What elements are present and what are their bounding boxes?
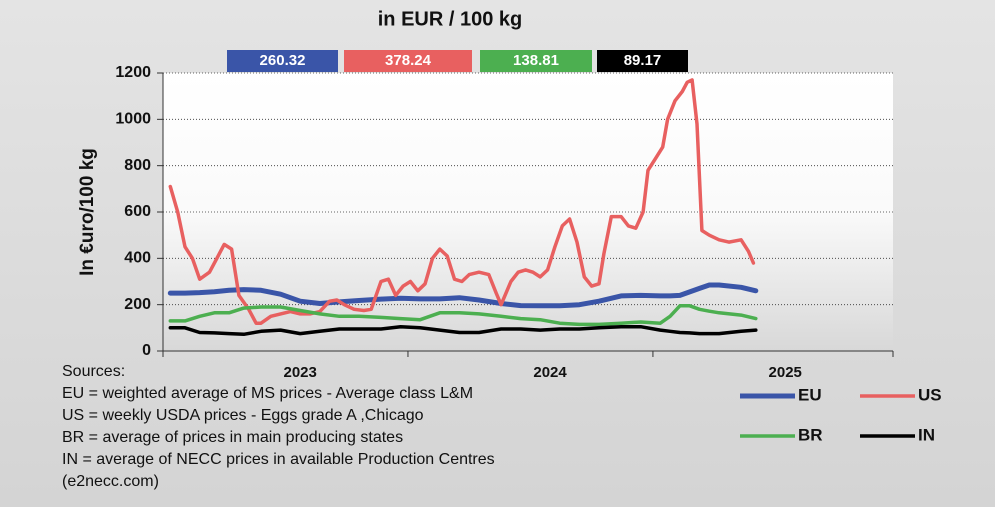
- y-tick-label: 800: [124, 157, 151, 174]
- latest-box: [597, 50, 688, 72]
- chart-title: in EUR / 100 kg: [378, 8, 523, 30]
- legend-label: BR: [798, 425, 823, 444]
- source-note: EU = weighted average of MS prices - Ave…: [62, 385, 473, 402]
- x-tick-label: 2023: [283, 364, 316, 381]
- series-line: [168, 304, 758, 327]
- legend-label: US: [918, 385, 942, 404]
- y-tick-label: 1000: [115, 111, 151, 128]
- latest-value: 89.17: [624, 52, 662, 69]
- latest-value: 138.81: [513, 52, 559, 69]
- legend-label: EU: [798, 385, 822, 404]
- x-tick-label: 2025: [769, 364, 802, 381]
- latest-box: [344, 50, 472, 72]
- x-tick-label: 2024: [533, 364, 567, 381]
- source-note: BR = average of prices in main producing…: [62, 429, 403, 446]
- source-note: Sources:: [62, 363, 125, 380]
- series-line: [168, 78, 756, 325]
- y-axis-label: In €uro/100 kg: [77, 148, 98, 276]
- source-note: IN = average of NECC prices in available…: [62, 451, 495, 468]
- y-tick-label: 1200: [115, 64, 151, 81]
- plot-area: [163, 73, 893, 351]
- legend-label: IN: [918, 425, 935, 444]
- latest-value: 260.32: [260, 52, 306, 69]
- latest-box: [480, 50, 592, 72]
- series-line: [167, 282, 759, 309]
- y-tick-label: 600: [124, 203, 151, 220]
- source-note: US = weekly USDA prices - Eggs grade A ,…: [62, 407, 424, 424]
- latest-value: 378.24: [385, 52, 432, 69]
- latest-box: [227, 50, 338, 72]
- source-note: (e2necc.com): [62, 473, 159, 490]
- y-tick-label: 0: [142, 342, 151, 359]
- y-tick-label: 200: [124, 296, 151, 313]
- series-line: [168, 324, 758, 337]
- y-tick-label: 400: [124, 250, 151, 267]
